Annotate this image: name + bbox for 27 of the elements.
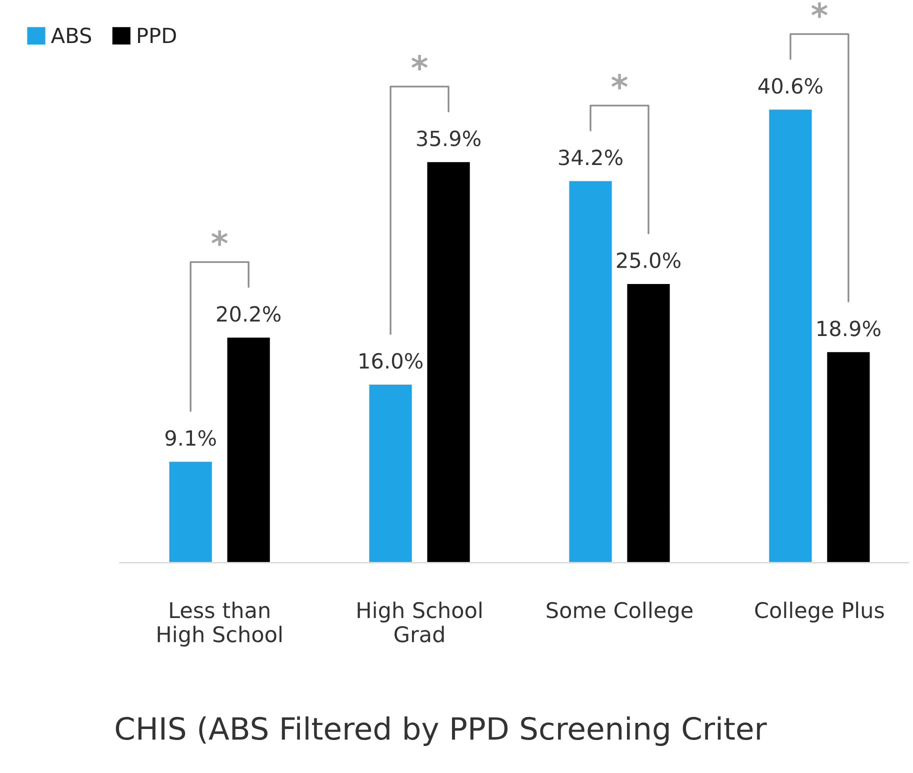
bar [626, 282, 672, 563]
data-label: 35.9% [417, 130, 480, 146]
legend-label: ABS [50, 28, 92, 44]
bar [168, 460, 214, 563]
data-label: 25.0% [616, 252, 680, 268]
bar [368, 383, 414, 563]
text: * [811, 2, 828, 18]
data-label: 16.0% [360, 352, 422, 369]
data-label: 18.9% [818, 320, 880, 336]
text: CHIS (ABS Filtered by PPD Screening Criter [116, 716, 767, 746]
x-tick-label: College Plus [755, 602, 884, 622]
bar [226, 336, 272, 563]
legend-label: PPD [138, 28, 176, 44]
annotation: * [212, 230, 228, 246]
text: * [411, 54, 428, 70]
data-label: 20.2% [217, 306, 281, 322]
x-tick-label: Some College [546, 602, 692, 622]
x-tick-label: Less than High School [158, 602, 282, 647]
bar [826, 350, 872, 563]
bar [568, 180, 614, 563]
text: * [611, 74, 628, 90]
data-label: 34.2% [559, 150, 622, 166]
data-label: 9.1% [165, 430, 216, 446]
bar [426, 160, 472, 563]
bar [768, 108, 814, 563]
data-label: 40.6% [758, 78, 822, 94]
x-tick-label: High School Grad [358, 602, 482, 642]
